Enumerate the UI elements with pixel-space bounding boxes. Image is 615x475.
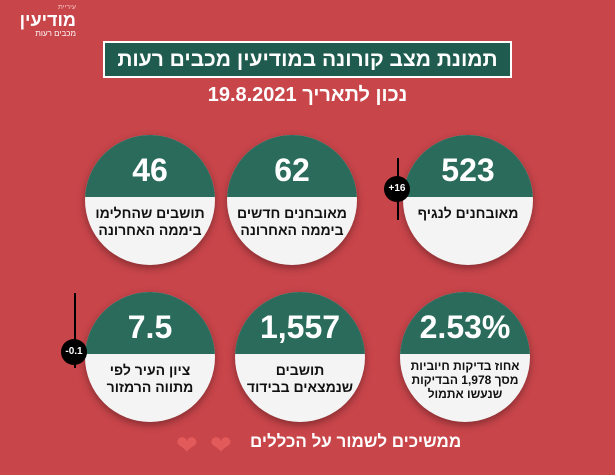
down-arrow-icon	[74, 293, 76, 368]
masked-heart-icon: ❤	[210, 430, 232, 460]
stat-card-isolation: 1,557 תושבים שנמצאים בבידוד	[235, 292, 365, 422]
city-logo: עיריית מודיעין מכבים רעות	[6, 4, 76, 38]
stat-card-new-cases: 62 מאובחנים חדשים ביממה האחרונה	[227, 135, 357, 265]
stat-card-city-score: 7.5 ציון העיר לפי מתווה הרמזור	[85, 292, 215, 422]
change-badge: -0.1	[61, 339, 87, 365]
stat-card-recovered: 46 תושבים שהחלימו ביממה האחרונה	[85, 135, 215, 265]
masked-heart-icon: ❤	[176, 430, 198, 460]
stat-label: ציון העיר לפי מתווה הרמזור	[106, 362, 194, 395]
stat-value: 62	[227, 135, 357, 197]
stat-value: 7.5	[85, 292, 215, 354]
logo-small: עיריית	[58, 4, 76, 11]
stat-value: 523	[403, 135, 533, 197]
stat-label: מאובחנים לנגיף	[417, 205, 519, 221]
change-badge: +16	[384, 176, 410, 202]
page-title: תמונת מצב קורונה במודיעין מכבים רעות	[103, 41, 512, 78]
stat-card-active-cases: 523 מאובחנים לנגיף	[403, 135, 533, 265]
stat-value: 1,557	[235, 292, 365, 354]
stat-label: מאובחנים חדשים ביממה האחרונה	[237, 205, 347, 238]
stat-label: אחוז בדיקות חיוביות מסך 1,978 הבדיקות שנ…	[410, 359, 520, 401]
stat-value: 2.53%	[400, 292, 530, 354]
footer-slogan: ממשיכים לשמור על הכללים	[250, 432, 462, 451]
stat-value: 46	[85, 135, 215, 197]
logo-name: מודיעין	[19, 10, 76, 30]
date-line: נכון לתאריך 19.8.2021	[207, 84, 408, 106]
stat-label: תושבים שהחלימו ביממה האחרונה	[95, 205, 205, 238]
stat-card-positive-rate: 2.53% אחוז בדיקות חיוביות מסך 1,978 הבדיק…	[400, 292, 530, 422]
logo-sub: מכבים רעות	[35, 29, 76, 38]
stat-label: תושבים שנמצאים בבידוד	[246, 362, 354, 395]
